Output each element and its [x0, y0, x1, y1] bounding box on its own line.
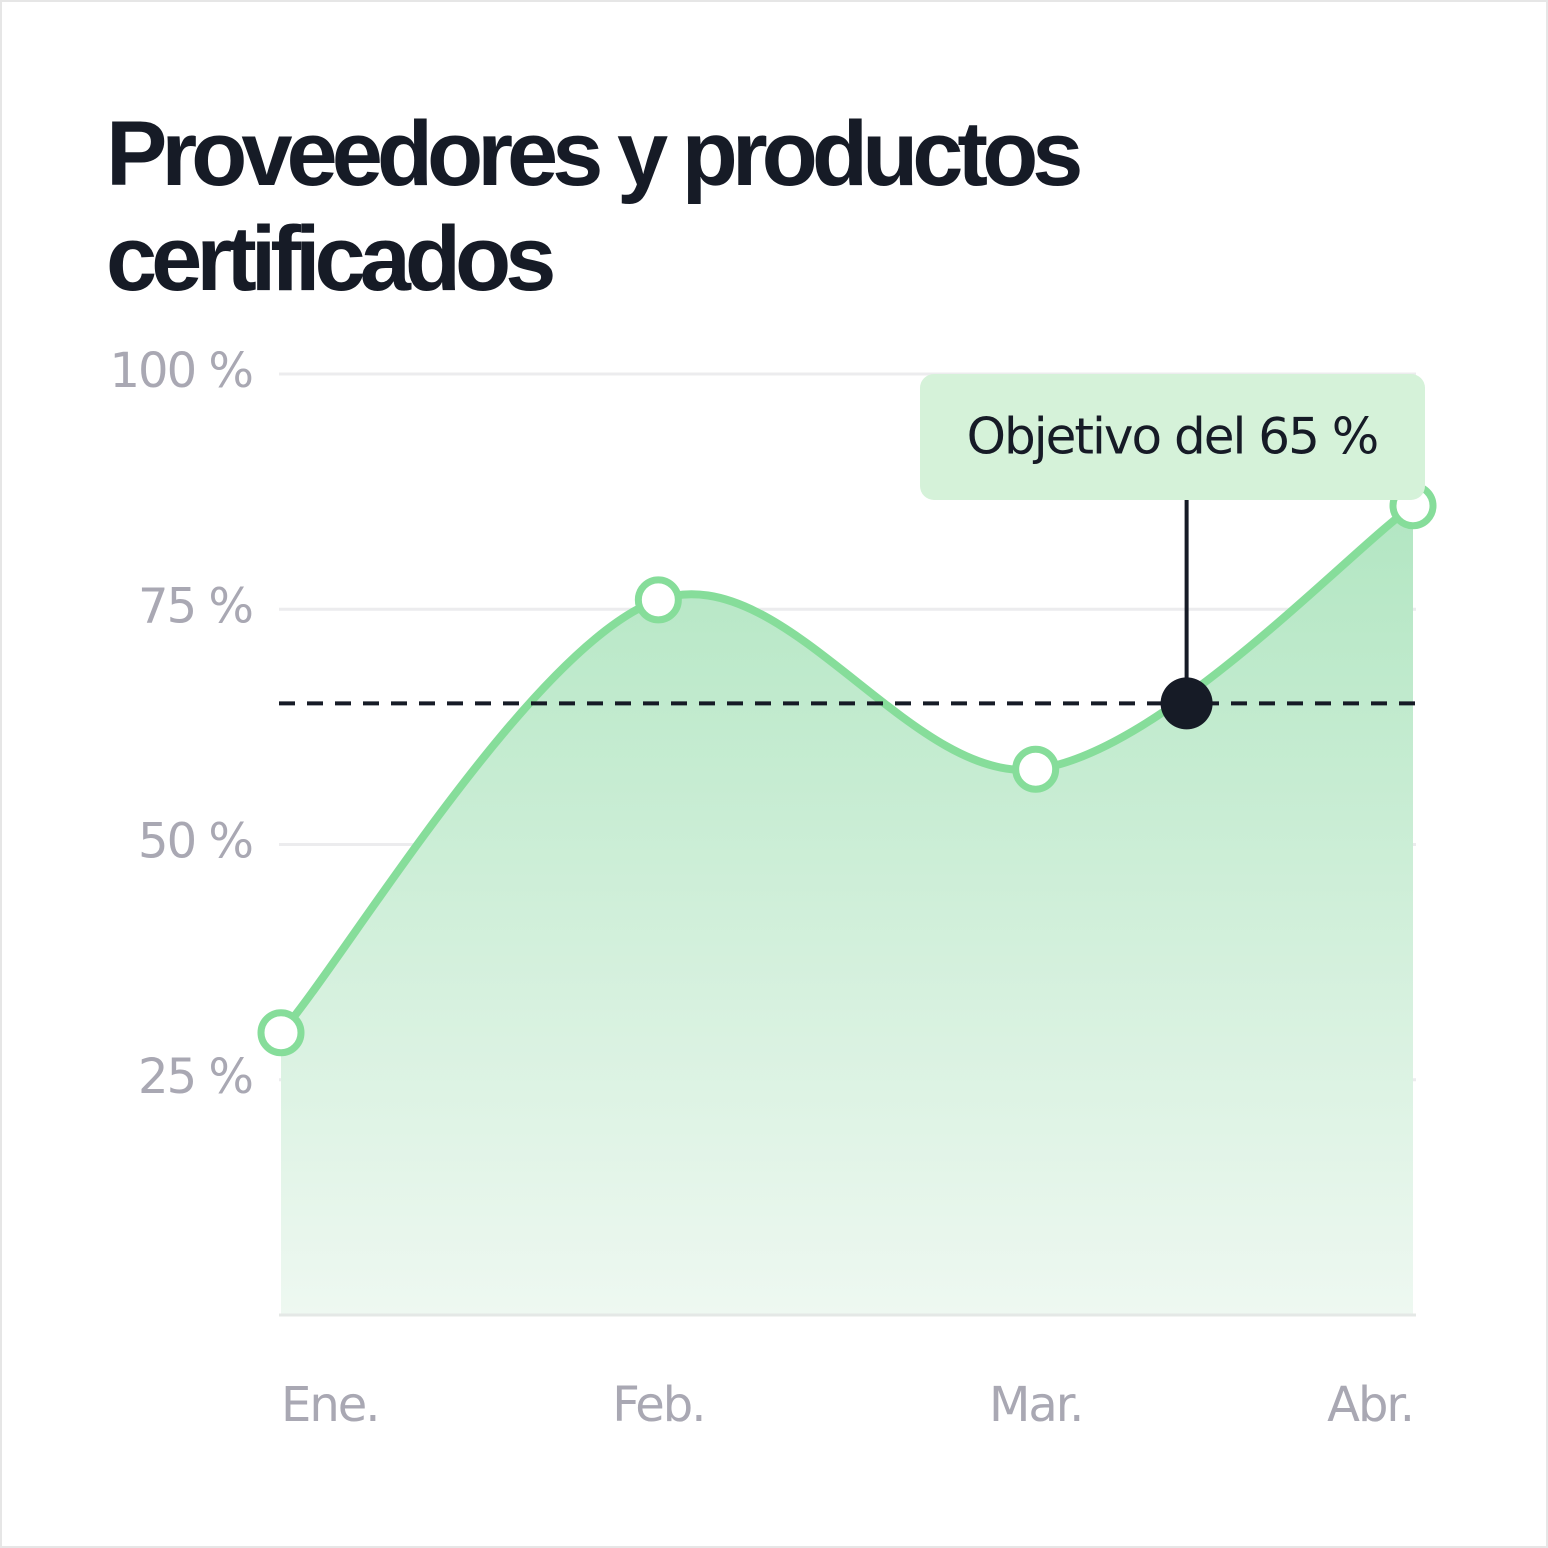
chart-title: certificados — [106, 208, 553, 310]
annotation-box — [920, 374, 1425, 500]
x-tick-label: Mar. — [989, 1377, 1082, 1433]
annotation-text: Objetivo del 65 % — [967, 408, 1378, 466]
chart-title: Proveedores y productos — [106, 103, 1080, 205]
y-tick-label: 100 % — [110, 343, 252, 399]
y-tick-label: 25 % — [138, 1049, 252, 1105]
point — [1012, 745, 1060, 793]
area — [281, 505, 1413, 1315]
line — [277, 502, 1416, 1036]
y-tick-label: 50 % — [138, 814, 252, 870]
x-tick-label: Ene. — [281, 1377, 379, 1433]
x-tick-label: Abr. — [1327, 1377, 1413, 1433]
target-marker — [1160, 677, 1213, 730]
x-tick-label: Feb. — [612, 1377, 704, 1433]
point — [257, 1009, 305, 1057]
point — [634, 576, 682, 624]
y-tick-label: 75 % — [138, 578, 252, 634]
